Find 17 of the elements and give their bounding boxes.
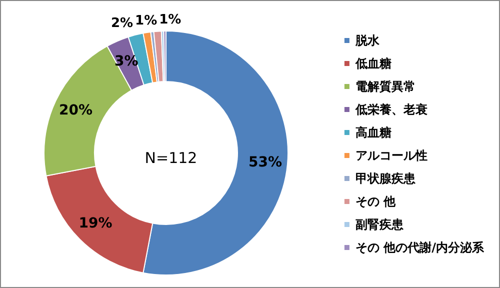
legend-label: 低栄養、老衰 [354,102,428,116]
legend-label: 脱水 [354,34,380,48]
legend-label: 副腎疾患 [355,218,404,232]
text: N=112 [144,149,198,167]
legend-label: 高血糖 [355,126,392,140]
legend-label: アルコール性 [355,148,428,162]
legend-label: その 他 [355,194,397,208]
legend-label: 電解質異常 [355,80,416,94]
data-label: 19% [78,216,112,232]
data-label: 2% [110,16,134,31]
data-label: 20% [58,102,92,119]
data-label: 1% [135,14,158,29]
legend-label: 甲状腺疾患 [355,172,416,186]
legend-label: 低血糖 [354,56,392,70]
legend-label: その 他の代謝/内分泌系 [355,240,485,254]
data-label: 1% [159,12,182,28]
data-label: 53% [248,154,282,170]
